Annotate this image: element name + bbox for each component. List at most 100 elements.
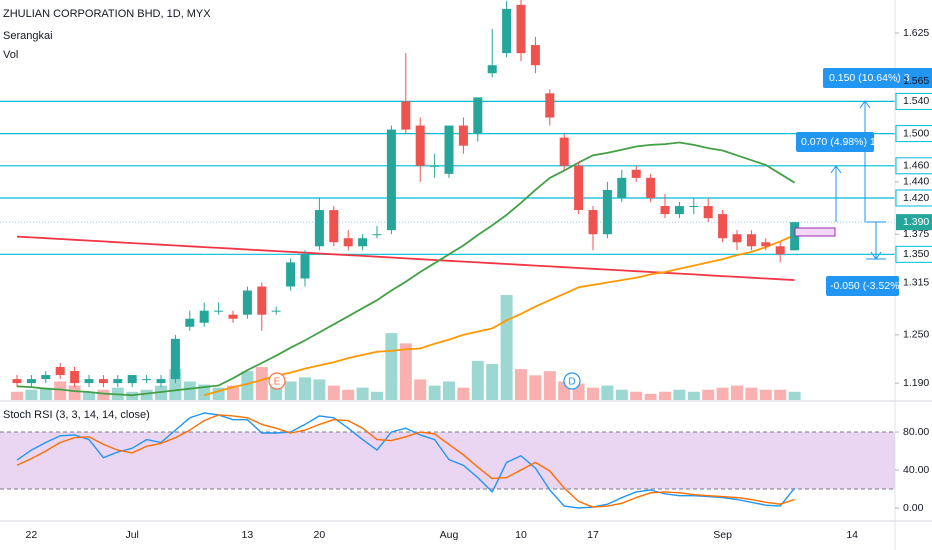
volume-bar [227, 385, 239, 400]
candle-body [718, 214, 728, 239]
candle-body [41, 375, 51, 380]
volume-bar [414, 379, 427, 400]
volume-bar [630, 391, 643, 400]
volume-bar [644, 393, 657, 400]
measure-label-box [796, 132, 874, 152]
y-tick-label: 0.00 [903, 502, 924, 514]
candle-body [646, 177, 656, 198]
stoch-title[interactable]: Stoch RSI (3, 3, 14, 14, close) [3, 409, 150, 421]
volume-bar [443, 381, 455, 400]
volume-bar [745, 387, 758, 400]
volume-bar [615, 389, 628, 400]
volume-bar [788, 391, 801, 400]
moving-average [203, 234, 795, 397]
volume-bar [342, 389, 355, 400]
candle-body [775, 246, 785, 255]
volume-bar [759, 389, 772, 400]
stoch-band [0, 432, 895, 490]
price-level-label: 1.500 [903, 127, 929, 139]
indicator-name[interactable]: Serangkai [3, 30, 53, 42]
last-price-box [896, 214, 932, 231]
dividend-marker[interactable] [563, 372, 581, 390]
volume-bar [774, 389, 787, 400]
candle-body [574, 165, 584, 211]
x-tick-label: 10 [515, 529, 527, 541]
volume-bar [687, 391, 700, 400]
x-tick-label: 14 [846, 529, 858, 541]
candle-body [185, 318, 195, 327]
measure-label-box [826, 276, 899, 296]
x-tick-label: 13 [242, 529, 254, 541]
price-level-label-box [895, 245, 932, 263]
volume-bar [428, 385, 441, 400]
measure-drawings [830, 100, 886, 260]
arrow-head [830, 165, 842, 174]
volume-bar [371, 391, 383, 400]
price-level-label: 1.460 [903, 160, 929, 172]
candle-body [674, 206, 684, 215]
candle-body [358, 238, 368, 247]
candle-body [703, 206, 713, 219]
candle-body [271, 310, 281, 312]
measure-label: 0.070 (4.98%) 14 [801, 136, 882, 148]
volume-bar [731, 385, 743, 400]
earnings-marker-label: E [274, 377, 281, 388]
price-level-label-box [895, 157, 932, 175]
y-tick-label: 40.00 [903, 464, 929, 476]
candle-body [12, 379, 22, 384]
y-tick-label: 1.190 [903, 377, 929, 389]
candle-body [559, 137, 569, 166]
volume-bar [97, 389, 110, 400]
candle-body [343, 238, 353, 247]
x-tick-label: 22 [26, 529, 38, 541]
candle-body [602, 189, 612, 235]
candle-body [170, 338, 180, 380]
volume-bar [183, 381, 196, 400]
candle-body [761, 242, 771, 247]
volume-name[interactable]: Vol [3, 49, 18, 61]
candle-body [487, 65, 497, 74]
volume-bar [68, 385, 81, 400]
volume-bar [486, 363, 499, 400]
candle-body [617, 177, 627, 198]
volume-bar [673, 389, 686, 400]
x-tick-label: 20 [314, 529, 326, 541]
x-tick-label: Jul [125, 529, 138, 541]
price-level-label-box [895, 189, 932, 207]
price-level-label: 1.350 [903, 248, 929, 260]
candle-body [98, 379, 108, 384]
candle-body [70, 371, 80, 384]
candle-body [113, 379, 123, 384]
dividend-marker-label: D [568, 377, 575, 388]
candle-body [156, 379, 166, 384]
candle-body [588, 210, 598, 235]
candle-body [329, 210, 339, 243]
x-tick-label: Aug [440, 529, 459, 541]
volume-bar [515, 369, 527, 400]
volume-bar [284, 381, 297, 400]
earnings-marker[interactable] [268, 372, 286, 390]
candle-body [127, 375, 137, 384]
candle-body [372, 234, 382, 236]
volume-bar [471, 360, 484, 400]
candle-body [286, 262, 296, 287]
volume-bar [587, 387, 599, 400]
volume-bar [327, 385, 340, 400]
candle-body [545, 93, 555, 118]
candle-body [746, 234, 756, 247]
candle-body [84, 379, 94, 384]
measure-label-box [823, 68, 932, 88]
axis-layer: 1.190 1.250 1.315 1.375 1.440 1.500 1.565 1.625… [26, 27, 932, 541]
volume-bar [529, 375, 542, 400]
y-tick-label: 1.375 [903, 228, 929, 240]
volume-bar [313, 379, 326, 400]
y-tick-label: 80.00 [903, 426, 929, 438]
volume-bar [11, 391, 23, 400]
projection-box [794, 227, 836, 237]
volume-bar [241, 371, 254, 400]
candle-body [242, 290, 252, 315]
y-tick-label: 1.250 [903, 329, 929, 341]
main-layer [12, 0, 800, 509]
candle-body [401, 101, 411, 130]
